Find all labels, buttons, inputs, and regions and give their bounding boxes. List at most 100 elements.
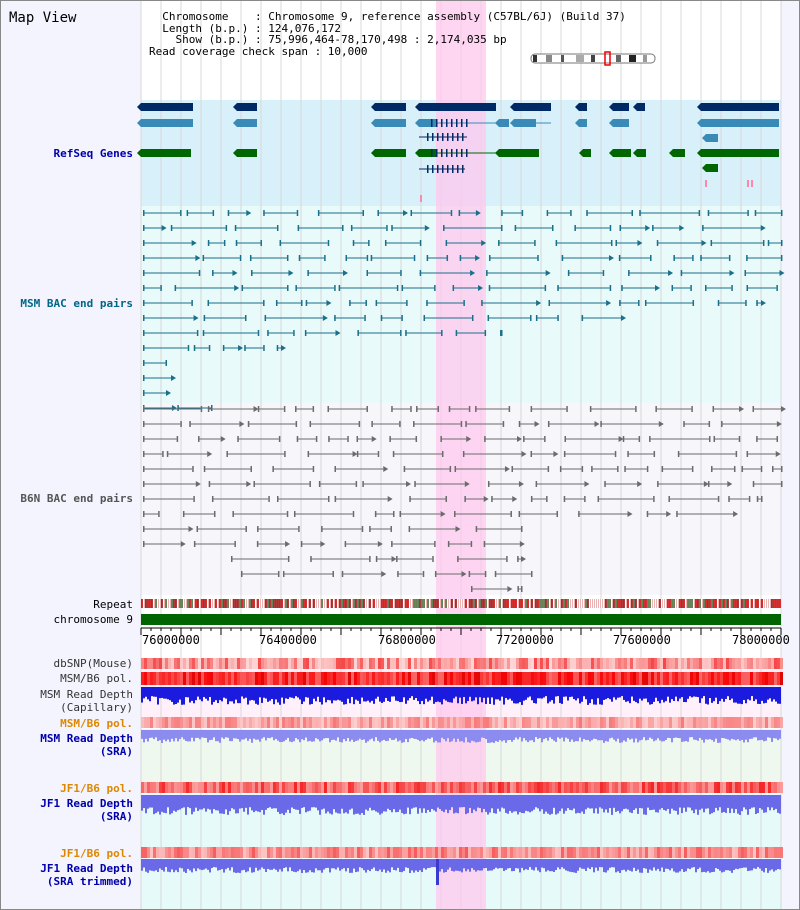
b6n-bac-pair-end	[231, 556, 233, 562]
msm-bac-pair-arrow	[679, 225, 685, 231]
dbsnp-strip	[276, 658, 279, 669]
msm-depth-capillary-bar	[457, 687, 459, 704]
jf1-b6-pol-strip	[690, 782, 693, 793]
msm-depth-sra-bar	[527, 730, 529, 743]
repeat-mark	[751, 599, 753, 608]
msm-depth-sra-bar	[193, 730, 195, 742]
jf1-depth-trim-bar	[403, 859, 405, 871]
gene-strand-arrow	[415, 103, 419, 111]
repeat-mark	[591, 599, 593, 608]
repeat-mark	[311, 599, 313, 608]
msm-depth-sra-bar	[683, 730, 685, 742]
jf1-depth-sra-bar	[459, 795, 461, 808]
msm-depth-sra-bar	[711, 730, 713, 741]
msm-bac-pair-end	[275, 300, 278, 306]
jf1-depth-sra-bar	[253, 795, 255, 813]
msm-bac-pair-end	[143, 390, 145, 396]
repeat-mark	[307, 599, 309, 608]
jf1-b6-pol-trim-strip	[705, 847, 708, 858]
msm-bac-pair-end	[165, 360, 168, 366]
b6n-bac-pair-end	[226, 451, 228, 457]
msm-depth-capillary-bar	[695, 687, 697, 697]
b6n-bac-pair-end	[517, 556, 519, 562]
msm-depth-capillary-bar	[739, 687, 741, 704]
jf1-depth-trim-bar	[525, 859, 527, 870]
jf1-b6-pol-trim-strip	[477, 847, 480, 858]
b6n-bac-pair-end	[143, 496, 145, 502]
msm-depth-sra-bar	[629, 730, 631, 740]
jf1-depth-trim-bar	[557, 859, 559, 868]
repeat-mark	[695, 599, 697, 608]
dbsnp-strip	[513, 658, 516, 669]
msm-depth-capillary-bar	[723, 687, 725, 702]
jf1-depth-trim-bar	[757, 859, 759, 868]
jf1-depth-sra-bar	[569, 795, 571, 810]
track-label-chromosome: chromosome 9	[53, 613, 133, 626]
jf1-b6-pol-trim-strip	[285, 847, 288, 858]
msm-b6-pol-strip	[549, 672, 552, 685]
jf1-depth-sra-bar	[721, 795, 723, 813]
msm-depth-sra-bar	[339, 730, 341, 742]
jf1-b6-pol-trim-strip	[408, 847, 411, 858]
msm-depth-sra-bar	[169, 730, 171, 742]
jf1-depth-trim-bar	[279, 859, 281, 870]
msm-depth-capillary-bar	[229, 687, 231, 702]
gene-block	[375, 119, 406, 127]
repeat-mark	[691, 599, 693, 608]
msm-bac-pair-end	[728, 255, 731, 261]
msm-depth-sra-bar	[729, 730, 731, 741]
msm-depth-sra-bar	[173, 730, 175, 742]
track-label-msm-bac[interactable]: MSM BAC end pairs	[20, 297, 133, 310]
repeat-mark	[645, 599, 647, 608]
msm-b6-pol-sra-strip	[711, 717, 714, 728]
jf1-b6-pol-trim-strip	[366, 847, 369, 858]
msm-b6-pol-strip	[462, 672, 465, 685]
msm-b6-pol-strip	[687, 672, 690, 685]
gene-strand-arrow	[137, 103, 141, 111]
msm-depth-capillary-bar	[161, 687, 163, 698]
jf1-depth-trim-bar	[677, 859, 679, 873]
msm-b6-pol-sra-strip	[540, 717, 543, 728]
msm-depth-capillary-bar	[601, 687, 603, 705]
msm-b6-pol-sra-strip	[576, 717, 579, 728]
b6n-bac-pair-end	[422, 571, 425, 577]
msm-bac-pair-arrow	[608, 255, 614, 261]
jf1-b6-pol-strip	[156, 782, 159, 793]
msm-b6-pol-sra-strip	[603, 717, 606, 728]
msm-b6-pol-strip	[204, 672, 207, 685]
dbsnp-strip	[774, 658, 777, 669]
repeat-mark	[397, 599, 399, 608]
b6n-bac-pair-arrow	[618, 436, 624, 442]
dbsnp-strip	[453, 658, 456, 669]
dbsnp-strip	[210, 658, 213, 669]
b6n-bac-pair-end	[711, 466, 713, 472]
msm-depth-sra-bar	[621, 730, 623, 743]
repeat-mark	[561, 599, 563, 608]
msm-bac-pair-end	[227, 210, 230, 216]
jf1-b6-pol-strip	[375, 782, 378, 793]
repeat-mark	[613, 599, 615, 608]
msm-b6-pol-strip	[780, 672, 783, 685]
msm-depth-sra-bar	[743, 730, 745, 743]
repeat-mark	[527, 599, 529, 608]
jf1-depth-trim-bar	[373, 859, 375, 868]
msm-depth-capillary-bar	[687, 687, 689, 699]
jf1-b6-pol-strip	[441, 782, 444, 793]
ideogram-band	[533, 55, 537, 62]
msm-depth-sra-bar	[553, 730, 555, 741]
jf1-depth-sra-bar	[467, 795, 469, 814]
jf1-depth-trim-bar	[447, 859, 449, 870]
repeat-mark	[317, 599, 319, 608]
msm-depth-capillary-bar	[153, 687, 155, 697]
jf1-b6-pol-trim-strip	[261, 847, 264, 858]
track-label-b6n-bac[interactable]: B6N BAC end pairs	[20, 492, 133, 505]
repeat-mark	[441, 599, 443, 608]
msm-bac-pair-end	[692, 300, 695, 306]
msm-bac-pair-end	[471, 315, 474, 321]
msm-bac-pair-end	[746, 255, 748, 261]
msm-b6-pol-sra-strip	[660, 717, 663, 728]
dbsnp-strip	[750, 658, 753, 669]
track-label-refseq[interactable]: RefSeq Genes	[53, 147, 133, 160]
repeat-mark	[579, 599, 581, 608]
